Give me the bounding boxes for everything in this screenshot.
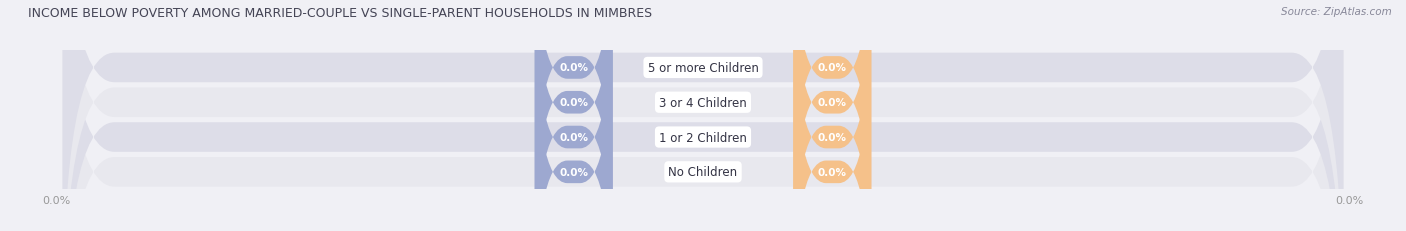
FancyBboxPatch shape	[63, 0, 1343, 231]
Text: No Children: No Children	[668, 166, 738, 179]
FancyBboxPatch shape	[793, 10, 872, 231]
FancyBboxPatch shape	[63, 0, 1343, 231]
FancyBboxPatch shape	[793, 0, 872, 230]
Text: INCOME BELOW POVERTY AMONG MARRIED-COUPLE VS SINGLE-PARENT HOUSEHOLDS IN MIMBRES: INCOME BELOW POVERTY AMONG MARRIED-COUPL…	[28, 7, 652, 20]
Text: Source: ZipAtlas.com: Source: ZipAtlas.com	[1281, 7, 1392, 17]
FancyBboxPatch shape	[63, 0, 1343, 231]
Text: 0.0%: 0.0%	[818, 167, 846, 177]
Text: 0.0%: 0.0%	[818, 132, 846, 143]
Text: 3 or 4 Children: 3 or 4 Children	[659, 96, 747, 109]
FancyBboxPatch shape	[534, 10, 613, 231]
Text: 5 or more Children: 5 or more Children	[648, 62, 758, 75]
Text: 0.0%: 0.0%	[560, 167, 588, 177]
FancyBboxPatch shape	[63, 0, 1343, 231]
Text: 0.0%: 0.0%	[818, 63, 846, 73]
FancyBboxPatch shape	[793, 0, 872, 231]
Text: 0.0%: 0.0%	[818, 98, 846, 108]
Text: 1 or 2 Children: 1 or 2 Children	[659, 131, 747, 144]
Text: 0.0%: 0.0%	[560, 63, 588, 73]
FancyBboxPatch shape	[534, 0, 613, 230]
FancyBboxPatch shape	[793, 0, 872, 231]
FancyBboxPatch shape	[534, 0, 613, 231]
Text: 0.0%: 0.0%	[560, 98, 588, 108]
FancyBboxPatch shape	[534, 0, 613, 231]
Text: 0.0%: 0.0%	[560, 132, 588, 143]
